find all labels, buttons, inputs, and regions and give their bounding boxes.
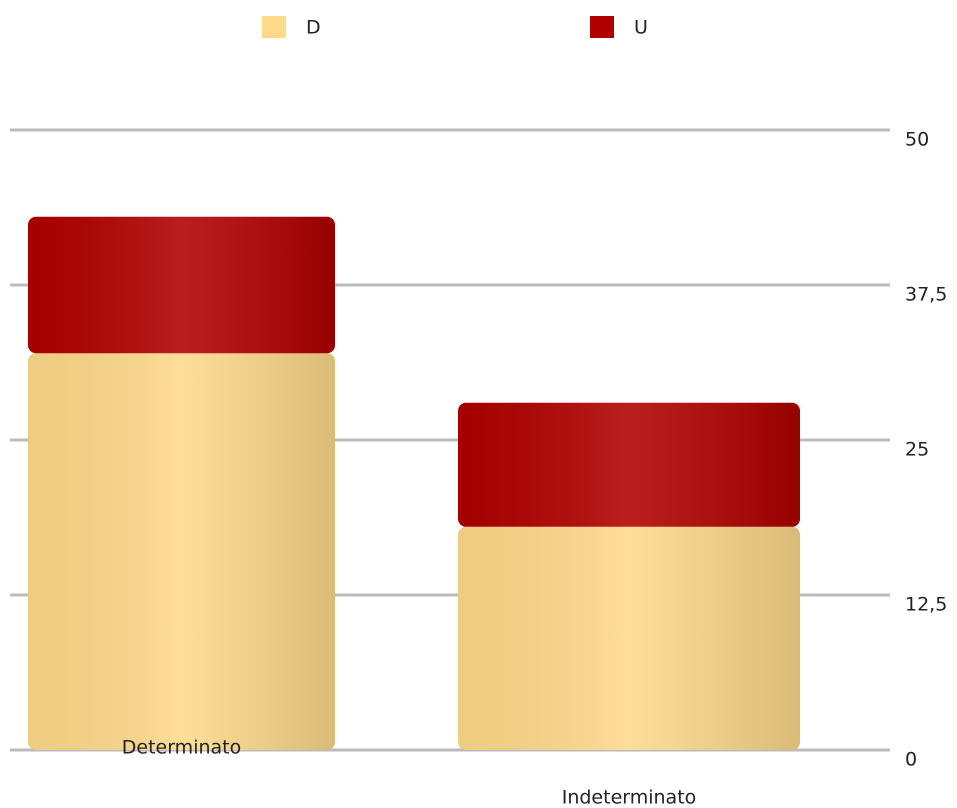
legend-swatch — [262, 16, 286, 38]
legend-label: U — [634, 17, 648, 39]
x-tick-label: Indeterminato — [562, 787, 697, 808]
bar-shade — [458, 526, 800, 750]
y-tick-label: 25 — [905, 439, 929, 461]
y-tick-label: 37,5 — [905, 284, 947, 306]
y-tick-label: 50 — [905, 129, 929, 151]
y-tick-label: 12,5 — [905, 594, 947, 616]
bar-shade — [28, 353, 335, 750]
bar-shade — [28, 216, 335, 354]
bar-shade — [458, 402, 800, 527]
legend-label: D — [306, 17, 321, 39]
legend-swatch — [590, 16, 614, 38]
y-tick-label: 0 — [905, 749, 917, 771]
x-tick-label: Determinato — [122, 737, 241, 759]
